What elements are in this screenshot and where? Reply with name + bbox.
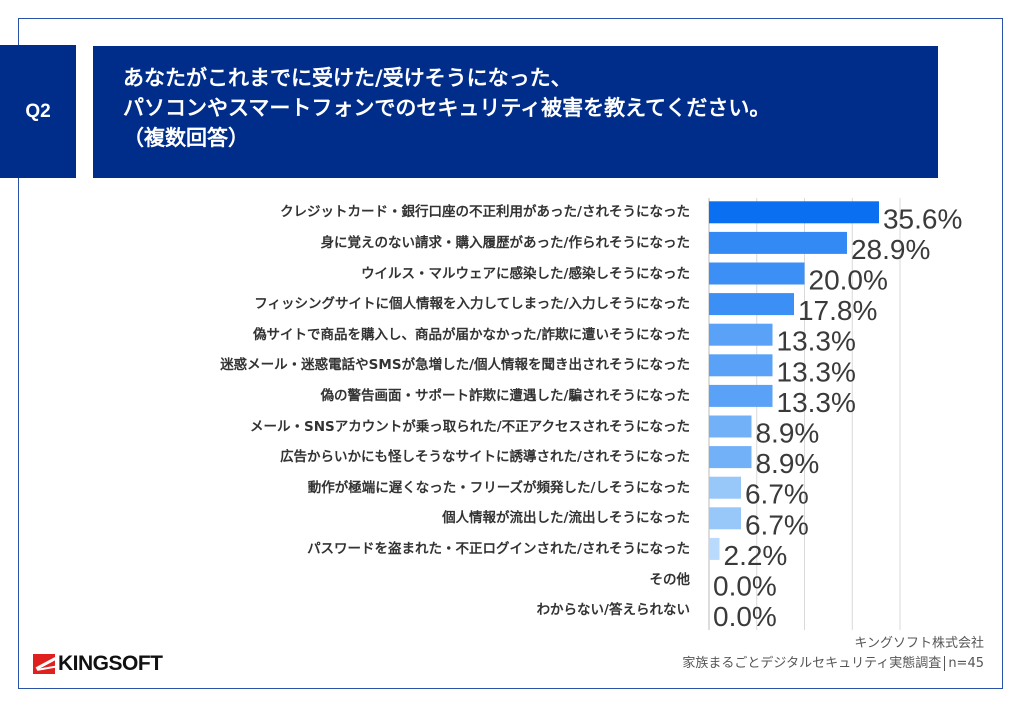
bar: [709, 231, 847, 254]
bar: [709, 446, 752, 469]
company-name: キングソフト株式会社: [854, 636, 984, 651]
survey-name: 家族まるごとデジタルセキュリティ実態調査: [682, 656, 942, 671]
bar: [709, 415, 752, 438]
category-label: 個人情報が流出した/流出しそうになった: [442, 510, 690, 527]
bar: [709, 354, 773, 377]
data-label: 13.3%: [777, 356, 856, 387]
data-label: 13.3%: [777, 387, 856, 418]
category-label: 偽の警告画面・サポート詐欺に遭遇した/騙されそうになった: [320, 387, 690, 404]
title-line-1: あなたがこれまでに受けた/受けそうになった、: [123, 66, 572, 90]
category-label: 身に覚えのない請求・購入履歴があった/作られそうになった: [320, 234, 690, 251]
data-label: 6.7%: [745, 479, 809, 510]
category-label: パスワードを盗まれた・不正ログインされた/されそうになった: [307, 540, 690, 557]
data-label: 35.6%: [883, 203, 962, 234]
question-title: あなたがこれまでに受けた/受けそうになった、 パソコンやスマートフォンでのセキュ…: [93, 46, 938, 178]
bar: [709, 293, 794, 316]
category-label: メール・SNSアカウントが乗っ取られた/不正アクセスされそうになった: [250, 418, 690, 435]
question-number: Q2: [0, 45, 76, 178]
category-label: 偽サイトで商品を購入し、商品が届かなかった/詐欺に遭いそうになった: [253, 326, 690, 343]
kingsoft-logo: KINGSOFT: [33, 652, 163, 676]
data-label: 17.8%: [798, 295, 877, 326]
bar: [709, 476, 741, 499]
data-label: 8.9%: [755, 448, 819, 479]
data-label: 6.7%: [745, 509, 809, 540]
data-label: 2.2%: [724, 540, 788, 571]
bar: [709, 323, 773, 346]
kingsoft-logo-mark-icon: [33, 654, 55, 674]
slide-frame: [18, 18, 1003, 689]
category-label: フィッシングサイトに個人情報を入力してしまった/入力しそうになった: [254, 296, 690, 313]
sample-size: n=45: [944, 656, 984, 671]
title-line-3: （複数回答）: [123, 126, 249, 150]
category-label: 動作が極端に遅くなった・フリーズが頻発した/しそうになった: [307, 479, 690, 496]
data-label: 8.9%: [755, 418, 819, 449]
data-label: 20.0%: [809, 265, 888, 296]
data-label: 0.0%: [713, 571, 777, 602]
data-label: 13.3%: [777, 326, 856, 357]
data-label: 0.0%: [713, 601, 777, 632]
brand-name: KINGSOFT: [58, 652, 163, 675]
category-label: ウイルス・マルウェアに感染した/感染しそうになった: [361, 265, 690, 282]
bar: [709, 537, 720, 560]
bar: [709, 384, 773, 407]
category-label: 広告からいかにも怪しそうなサイトに誘導された/されそうになった: [280, 449, 690, 466]
bar: [709, 262, 805, 285]
source-credit: キングソフト株式会社 家族まるごとデジタルセキュリティ実態調査 n=45: [682, 634, 984, 674]
data-label: 28.9%: [851, 234, 930, 265]
bar: [709, 507, 741, 530]
bar: [709, 201, 879, 224]
title-line-2: パソコンやスマートフォンでのセキュリティ被害を教えてください。: [123, 96, 771, 120]
category-label: クレジットカード・銀行口座の不正利用があった/されそうになった: [280, 204, 690, 221]
category-label: 迷惑メール・迷惑電話やSMSが急増した/個人情報を聞き出されそうになった: [220, 357, 690, 374]
category-label: わからない/答えられない: [536, 602, 690, 619]
category-label: その他: [649, 571, 691, 588]
